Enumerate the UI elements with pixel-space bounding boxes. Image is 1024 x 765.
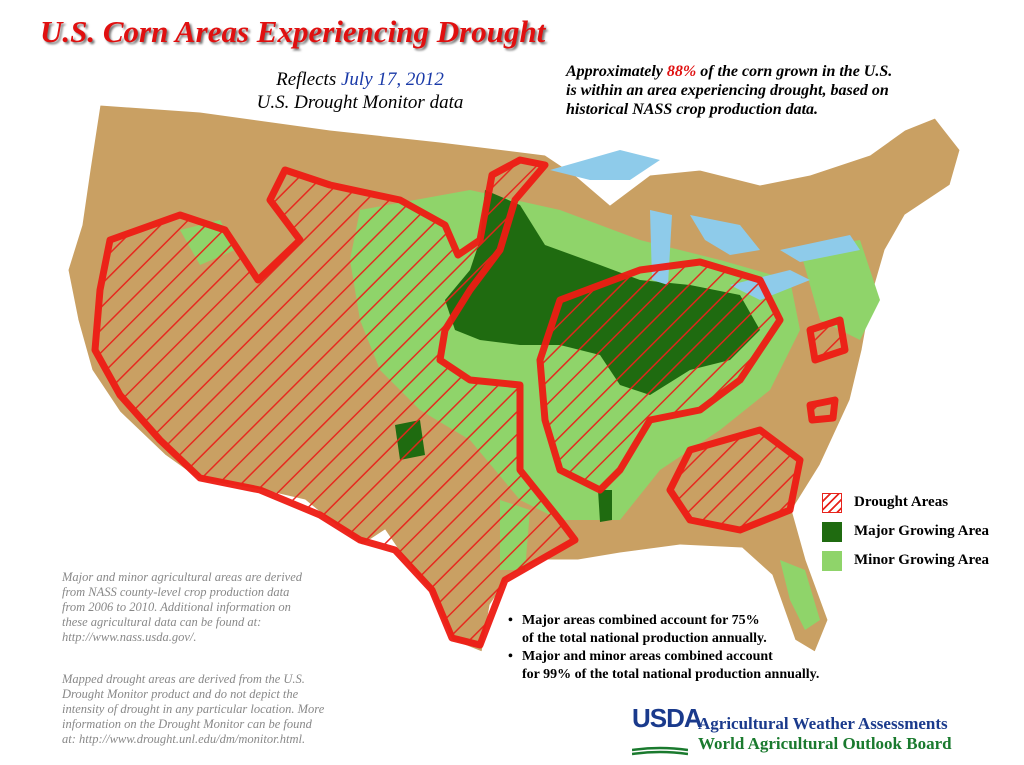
summary-line: is within an area experiencing drought, … bbox=[566, 82, 889, 99]
minor-growing-area bbox=[800, 240, 880, 340]
note-line: Mapped drought areas are derived from th… bbox=[62, 672, 305, 686]
bullets: • Major areas combined account for 75% of … bbox=[508, 612, 819, 684]
drought-areas bbox=[91, 156, 849, 649]
lake bbox=[550, 150, 660, 180]
note-line: from 2006 to 2010. Additional informatio… bbox=[62, 600, 291, 614]
note-line: intensity of drought in any particular l… bbox=[62, 702, 325, 716]
subtitle: Reflects July 17, 2012 U.S. Drought Moni… bbox=[230, 68, 490, 114]
legend-label: Minor Growing Area bbox=[854, 552, 989, 568]
minor-growing-area bbox=[780, 560, 820, 630]
legend: Drought Areas Major Growing Area Minor G… bbox=[822, 488, 989, 575]
footer-line: World Agricultural Outlook Board bbox=[698, 734, 952, 753]
note-line: Drought Monitor product and do not depic… bbox=[62, 687, 299, 701]
legend-swatch bbox=[822, 492, 842, 513]
major-growing-area bbox=[598, 490, 612, 522]
usda-logo: USDA bbox=[631, 703, 703, 765]
subtitle-date: July 17, 2012 bbox=[340, 69, 444, 90]
note-line: from NASS county-level crop production d… bbox=[62, 585, 290, 599]
note: Mapped drought areas are derived from th… bbox=[62, 672, 324, 747]
summary-line: historical NASS crop production data. bbox=[566, 101, 819, 118]
note-line: http://www.nass.usda.gov/. bbox=[62, 630, 197, 644]
bullet: • bbox=[508, 613, 513, 628]
note-line: information on the Drought Monitor can b… bbox=[62, 717, 312, 731]
lake bbox=[690, 215, 760, 255]
bullet-line: of the total national production annuall… bbox=[522, 631, 767, 646]
legend-label: Major Growing Area bbox=[854, 523, 989, 539]
bullet-line: Major areas combined account for 75% bbox=[522, 613, 760, 628]
drought-area bbox=[806, 396, 839, 424]
lake bbox=[780, 235, 860, 262]
logo-text: USDA bbox=[632, 703, 703, 733]
bullet: • bbox=[508, 649, 513, 664]
subtitle-prefix: Reflects bbox=[276, 69, 337, 90]
logo-swoosh bbox=[631, 746, 689, 756]
title: U.S. Corn Areas Experiencing Drought bbox=[40, 14, 546, 49]
footer-line: Agricultural Weather Assessments bbox=[698, 714, 948, 733]
legend-label: Drought Areas bbox=[854, 494, 949, 510]
footer-text: Agricultural Weather Assessments World A… bbox=[698, 714, 952, 754]
note-line: Major and minor agricultural areas are d… bbox=[62, 570, 303, 584]
note-line: these agricultural data can be found at: bbox=[62, 615, 262, 629]
drought-area bbox=[91, 156, 579, 649]
drought-area bbox=[806, 316, 849, 364]
drought-area bbox=[536, 258, 784, 494]
legend-swatch bbox=[822, 550, 842, 571]
subtitle-line: U.S. Drought Monitor data bbox=[256, 92, 464, 113]
note: Major and minor agricultural areas are d… bbox=[62, 570, 302, 645]
bullet-line: for 99% of the total national production… bbox=[522, 667, 820, 682]
bullet-line: Major and minor areas combined account bbox=[522, 649, 773, 664]
footer: USDA Agricultural Weather Assessments Wo… bbox=[631, 703, 952, 765]
summary: Approximately 88% of the corn grown in t… bbox=[566, 62, 892, 119]
drought-area bbox=[666, 426, 804, 534]
summary-text: of the corn grown in the U.S. bbox=[700, 63, 893, 80]
summary-percent: 88% bbox=[666, 63, 697, 80]
note-line: at: http://www.drought.unl.edu/dm/monito… bbox=[62, 732, 306, 746]
legend-swatch bbox=[822, 521, 842, 542]
summary-text: Approximately bbox=[566, 63, 663, 80]
